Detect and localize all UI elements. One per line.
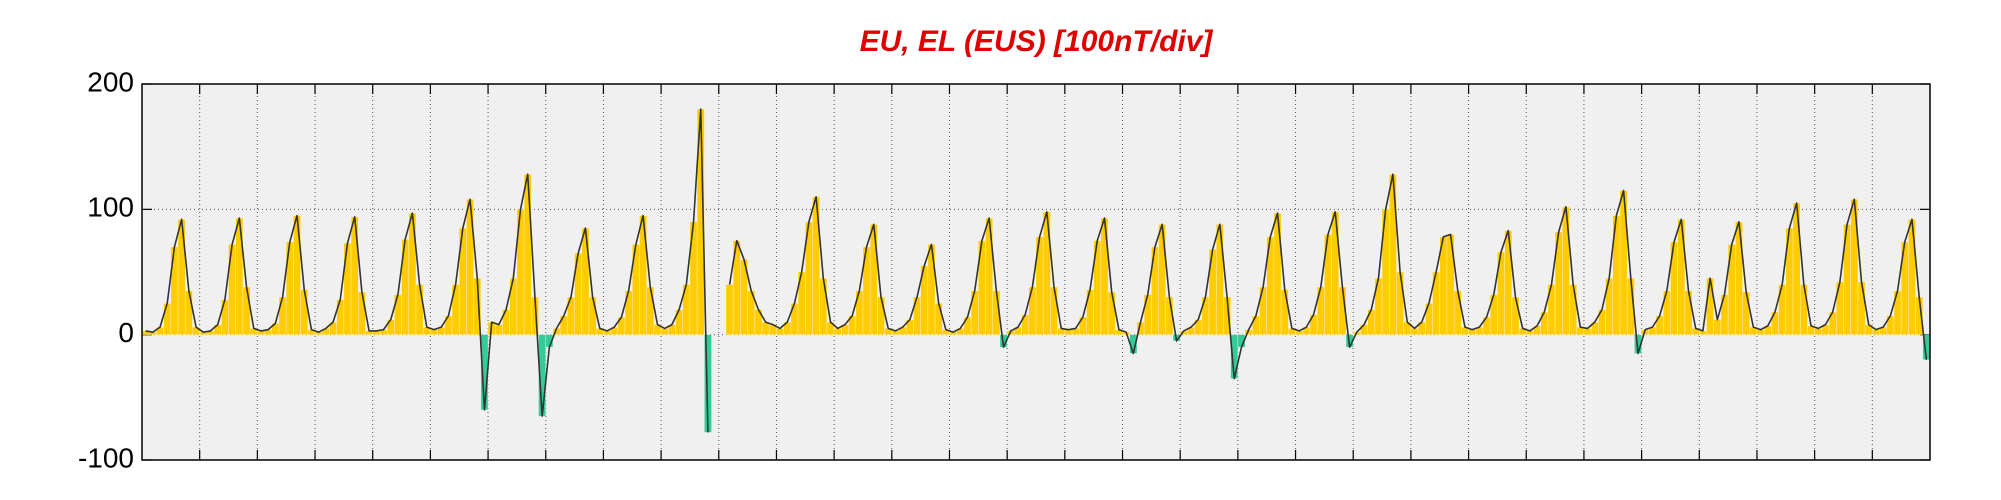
value-bar: [163, 303, 172, 335]
value-bar: [170, 246, 179, 335]
value-bar: [523, 173, 532, 335]
value-bar: [833, 328, 842, 335]
value-bar: [819, 277, 828, 335]
value-bar: [934, 303, 943, 335]
value-bar: [1569, 284, 1578, 335]
value-bar: [588, 296, 597, 335]
value-bar: [1857, 281, 1866, 335]
value-bar: [1511, 296, 1520, 335]
value-bar: [300, 289, 309, 335]
value-bar: [357, 291, 366, 335]
value-bar: [1410, 328, 1419, 335]
value-bar: [660, 328, 669, 335]
value-bar: [1583, 328, 1592, 335]
value-bar: [1251, 315, 1260, 335]
value-bar: [1908, 219, 1916, 335]
value-bar: [242, 286, 251, 335]
value-bar: [1706, 277, 1715, 335]
value-bar: [494, 324, 503, 335]
value-bar: [1158, 224, 1167, 335]
value-bar: [581, 227, 590, 335]
value-bar: [1504, 230, 1513, 335]
value-bar: [1215, 224, 1224, 335]
value-bar: [1713, 319, 1722, 335]
plot-frame: [141, 83, 1931, 461]
value-bar: [336, 299, 345, 335]
value-bar: [1107, 291, 1116, 335]
value-bar: [1273, 212, 1282, 335]
value-bar: [776, 328, 784, 335]
data-line: [145, 108, 1928, 433]
value-bar: [1396, 271, 1404, 335]
y-tick-label: 100: [87, 192, 134, 223]
value-bar: [646, 286, 655, 335]
value-bar: [1143, 294, 1152, 335]
y-tick-label: 0: [118, 317, 134, 348]
value-bar: [1799, 284, 1808, 335]
value-bar: [1684, 290, 1693, 335]
y-tick-label: 200: [87, 66, 134, 97]
value-bar: [927, 244, 936, 335]
value-bar: [1742, 291, 1751, 335]
value-bar: [221, 299, 229, 335]
value-bar: [725, 284, 734, 335]
value-bar: [1280, 289, 1289, 335]
value-bar: [184, 290, 193, 335]
value-bar: [1814, 328, 1823, 335]
value-bar: [350, 216, 359, 335]
value-bar: [278, 296, 287, 335]
value-bar: [761, 321, 770, 335]
y-tick-label: -100: [78, 442, 134, 473]
value-bar: [415, 284, 424, 335]
value-bar: [1050, 286, 1058, 335]
value-bar: [1453, 290, 1462, 335]
value-bar: [1100, 217, 1109, 335]
chart-title: EU, EL (EUS) [100nT/div]: [860, 25, 1214, 58]
value-bar: [877, 296, 885, 335]
value-bar: [869, 224, 878, 335]
